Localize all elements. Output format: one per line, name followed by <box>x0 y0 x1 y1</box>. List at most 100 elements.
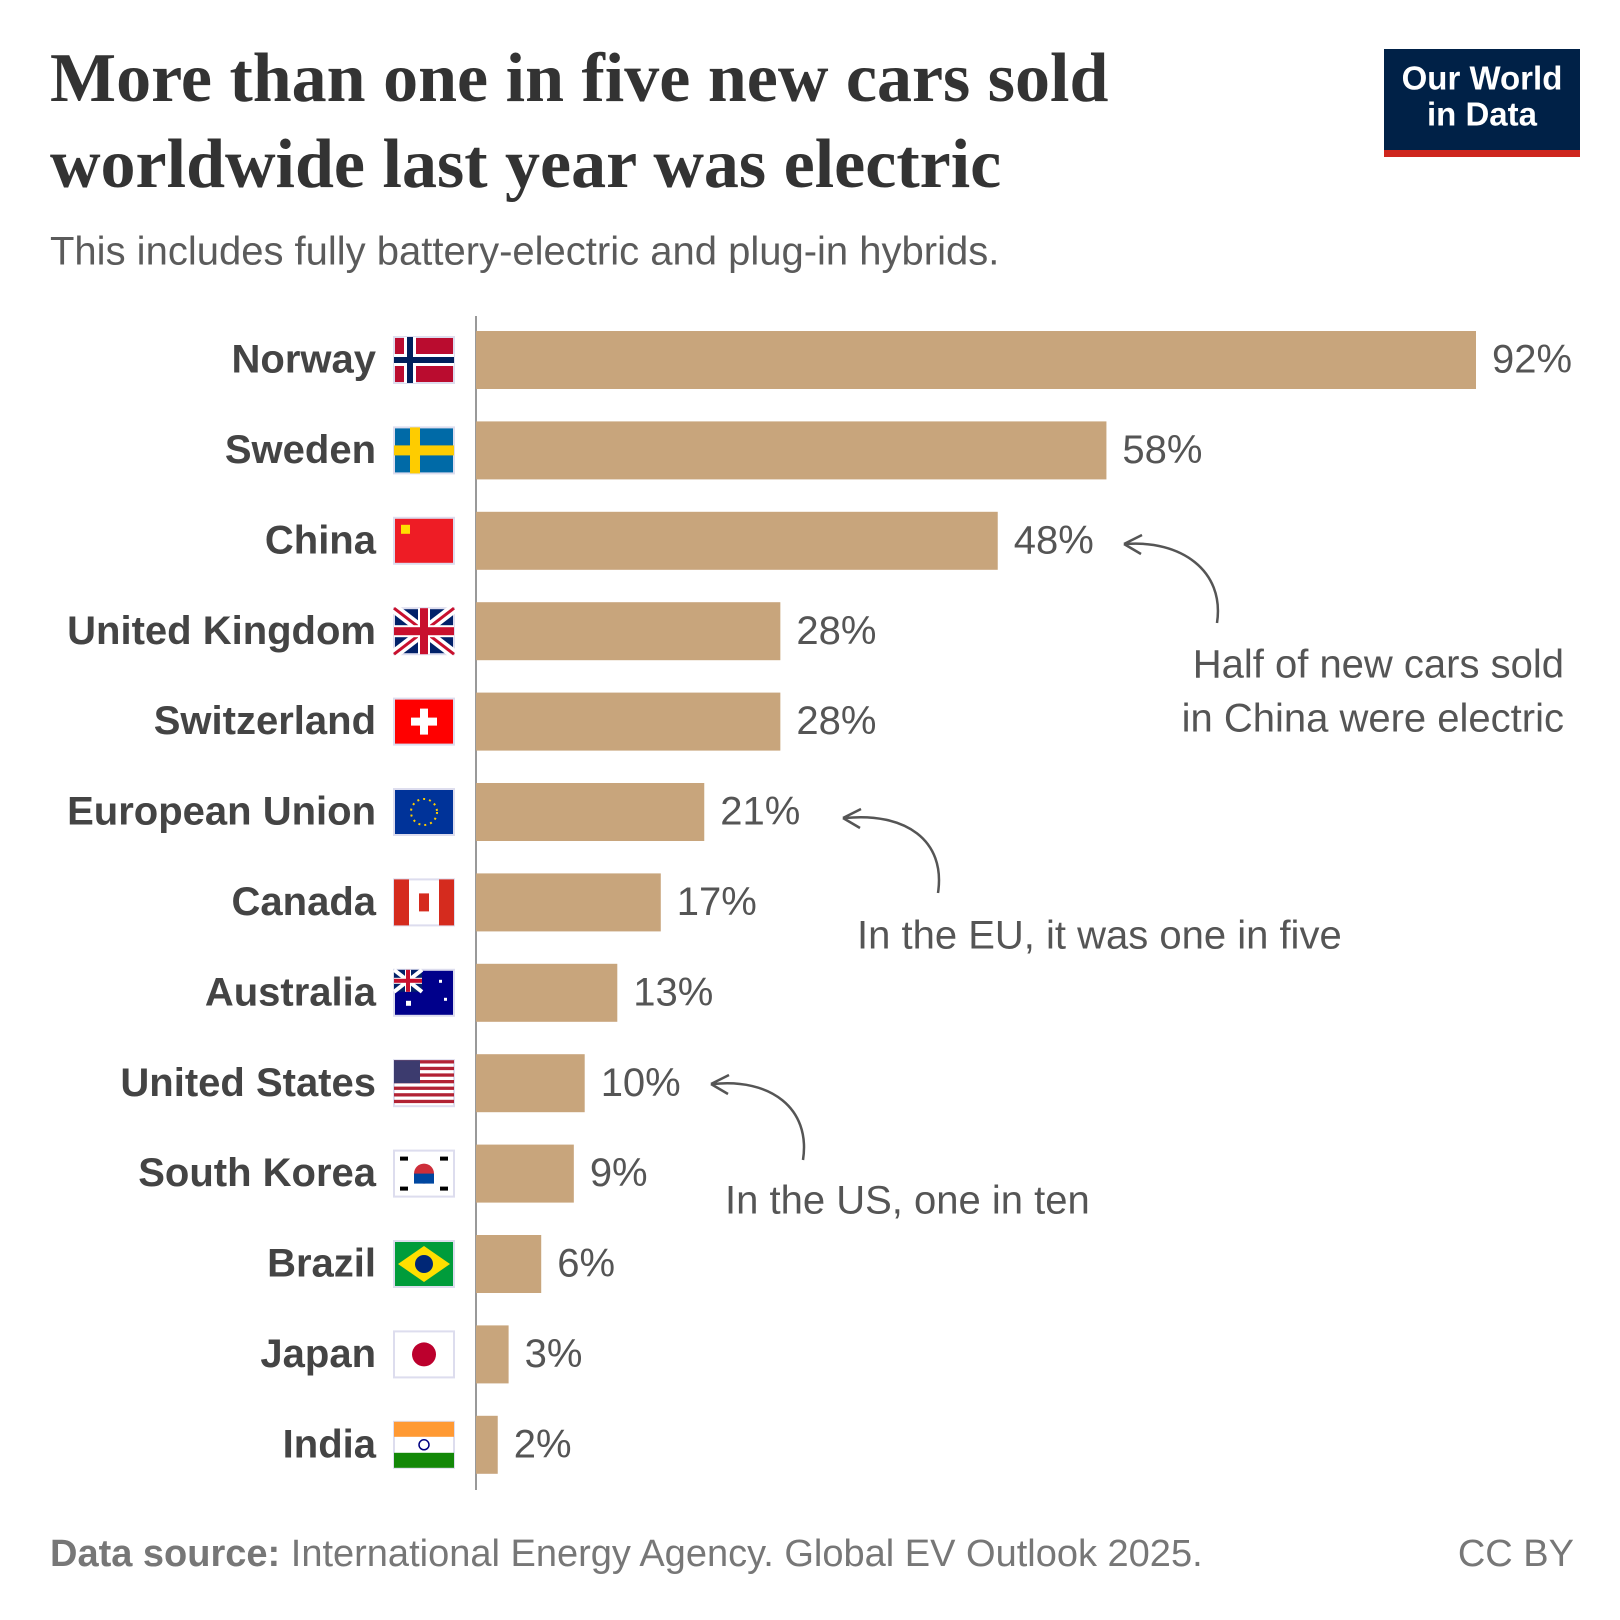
arrow-head <box>710 1073 730 1096</box>
category-label: Brazil <box>267 1242 376 1286</box>
value-label: 28% <box>796 699 876 743</box>
flag-part <box>394 1452 454 1468</box>
flag-part <box>394 879 409 926</box>
flag-part <box>406 1000 411 1006</box>
arrows <box>710 533 1220 1161</box>
value-label: 13% <box>633 970 713 1014</box>
category-label: United Kingdom <box>67 609 376 653</box>
bar <box>476 963 618 1022</box>
flag <box>393 788 455 836</box>
chart-subtitle: This includes fully battery-electric and… <box>50 230 999 274</box>
value-label: 21% <box>720 790 800 834</box>
flag-bg <box>393 788 455 836</box>
flag-part <box>394 1073 454 1077</box>
logo-text: in Data <box>1427 96 1538 133</box>
category-label: India <box>283 1422 377 1466</box>
source-label: Data source: <box>50 1533 280 1575</box>
flag-part <box>394 1093 454 1097</box>
flag-part <box>394 1099 454 1104</box>
source: Data source: International Energy Agency… <box>50 1533 1203 1575</box>
category-label: European Union <box>67 790 376 834</box>
arrow <box>1125 542 1220 624</box>
flag-bg <box>393 516 455 565</box>
logo-bar <box>1384 150 1580 157</box>
category-label: China <box>265 518 377 562</box>
value-label: 3% <box>525 1332 583 1376</box>
flag <box>393 1420 455 1469</box>
value-label: 2% <box>514 1422 572 1466</box>
category-label: Sweden <box>225 428 376 472</box>
category-label: Norway <box>232 338 377 382</box>
value-label: 10% <box>601 1061 681 1105</box>
flag <box>393 516 455 565</box>
annotation: In the US, one in ten <box>725 1179 1090 1223</box>
flag-part <box>394 1066 454 1071</box>
flag-part <box>394 627 454 636</box>
bar <box>476 783 705 841</box>
flag-part <box>419 893 429 912</box>
bar <box>476 692 781 751</box>
arrow-head <box>842 807 862 830</box>
value-label: 92% <box>1492 338 1572 382</box>
logo-text: Our World <box>1402 60 1563 97</box>
category-label: South Korea <box>138 1151 377 1195</box>
flag <box>390 604 458 659</box>
flag-part <box>400 1186 408 1191</box>
annotation: in China were electric <box>1182 697 1564 741</box>
value-label: 28% <box>796 609 876 653</box>
flag-part <box>394 1060 420 1084</box>
flag-part <box>412 1342 436 1367</box>
flag-part <box>401 524 410 534</box>
flag <box>393 336 455 384</box>
flag <box>393 426 455 475</box>
value-label: 17% <box>677 880 757 924</box>
value-label: 6% <box>557 1242 615 1286</box>
flag <box>392 968 455 1017</box>
flag-part <box>440 1156 448 1161</box>
arrow-head <box>1123 533 1143 556</box>
category-label: United States <box>120 1061 376 1105</box>
category-label: Australia <box>205 970 377 1014</box>
category-label: Switzerland <box>154 699 376 743</box>
chart-title: More than one in five new cars sold <box>50 40 1108 117</box>
bar <box>476 873 661 932</box>
flag-part <box>410 798 438 826</box>
flag-part <box>414 1173 434 1184</box>
flag <box>393 1149 455 1198</box>
flag <box>393 878 455 927</box>
flag <box>393 1059 455 1108</box>
value-label: 9% <box>590 1151 648 1195</box>
bar <box>476 602 781 661</box>
category-label: Canada <box>232 880 377 924</box>
flag-part <box>394 1080 454 1084</box>
arrow <box>712 1081 806 1161</box>
bar <box>476 421 1107 480</box>
flag <box>393 1330 455 1379</box>
flag-part <box>394 978 422 983</box>
flag-part <box>400 1156 408 1161</box>
annotation: In the EU, it was one in five <box>857 914 1342 958</box>
bar <box>476 1054 585 1113</box>
value-label: 58% <box>1122 428 1202 472</box>
bar <box>476 1325 509 1384</box>
flag-part <box>394 357 454 363</box>
flag-part <box>411 717 437 726</box>
chart-title: worldwide last year was electric <box>50 126 1001 203</box>
arrow <box>844 815 941 894</box>
flag <box>393 1240 455 1288</box>
bar <box>476 511 998 570</box>
flag-part <box>418 1439 430 1451</box>
bar <box>476 1415 498 1474</box>
flag-part <box>440 1186 448 1191</box>
bar <box>476 1235 542 1293</box>
flag-part <box>439 879 454 926</box>
flag <box>393 697 455 746</box>
logo-box <box>1384 49 1580 151</box>
source-text: International Energy Agency. Global EV O… <box>291 1533 1203 1575</box>
logo: Our World in Data <box>1384 49 1580 157</box>
flag-part <box>394 1421 454 1437</box>
annotation: Half of new cars sold <box>1193 643 1564 687</box>
flag-part <box>415 1255 433 1273</box>
